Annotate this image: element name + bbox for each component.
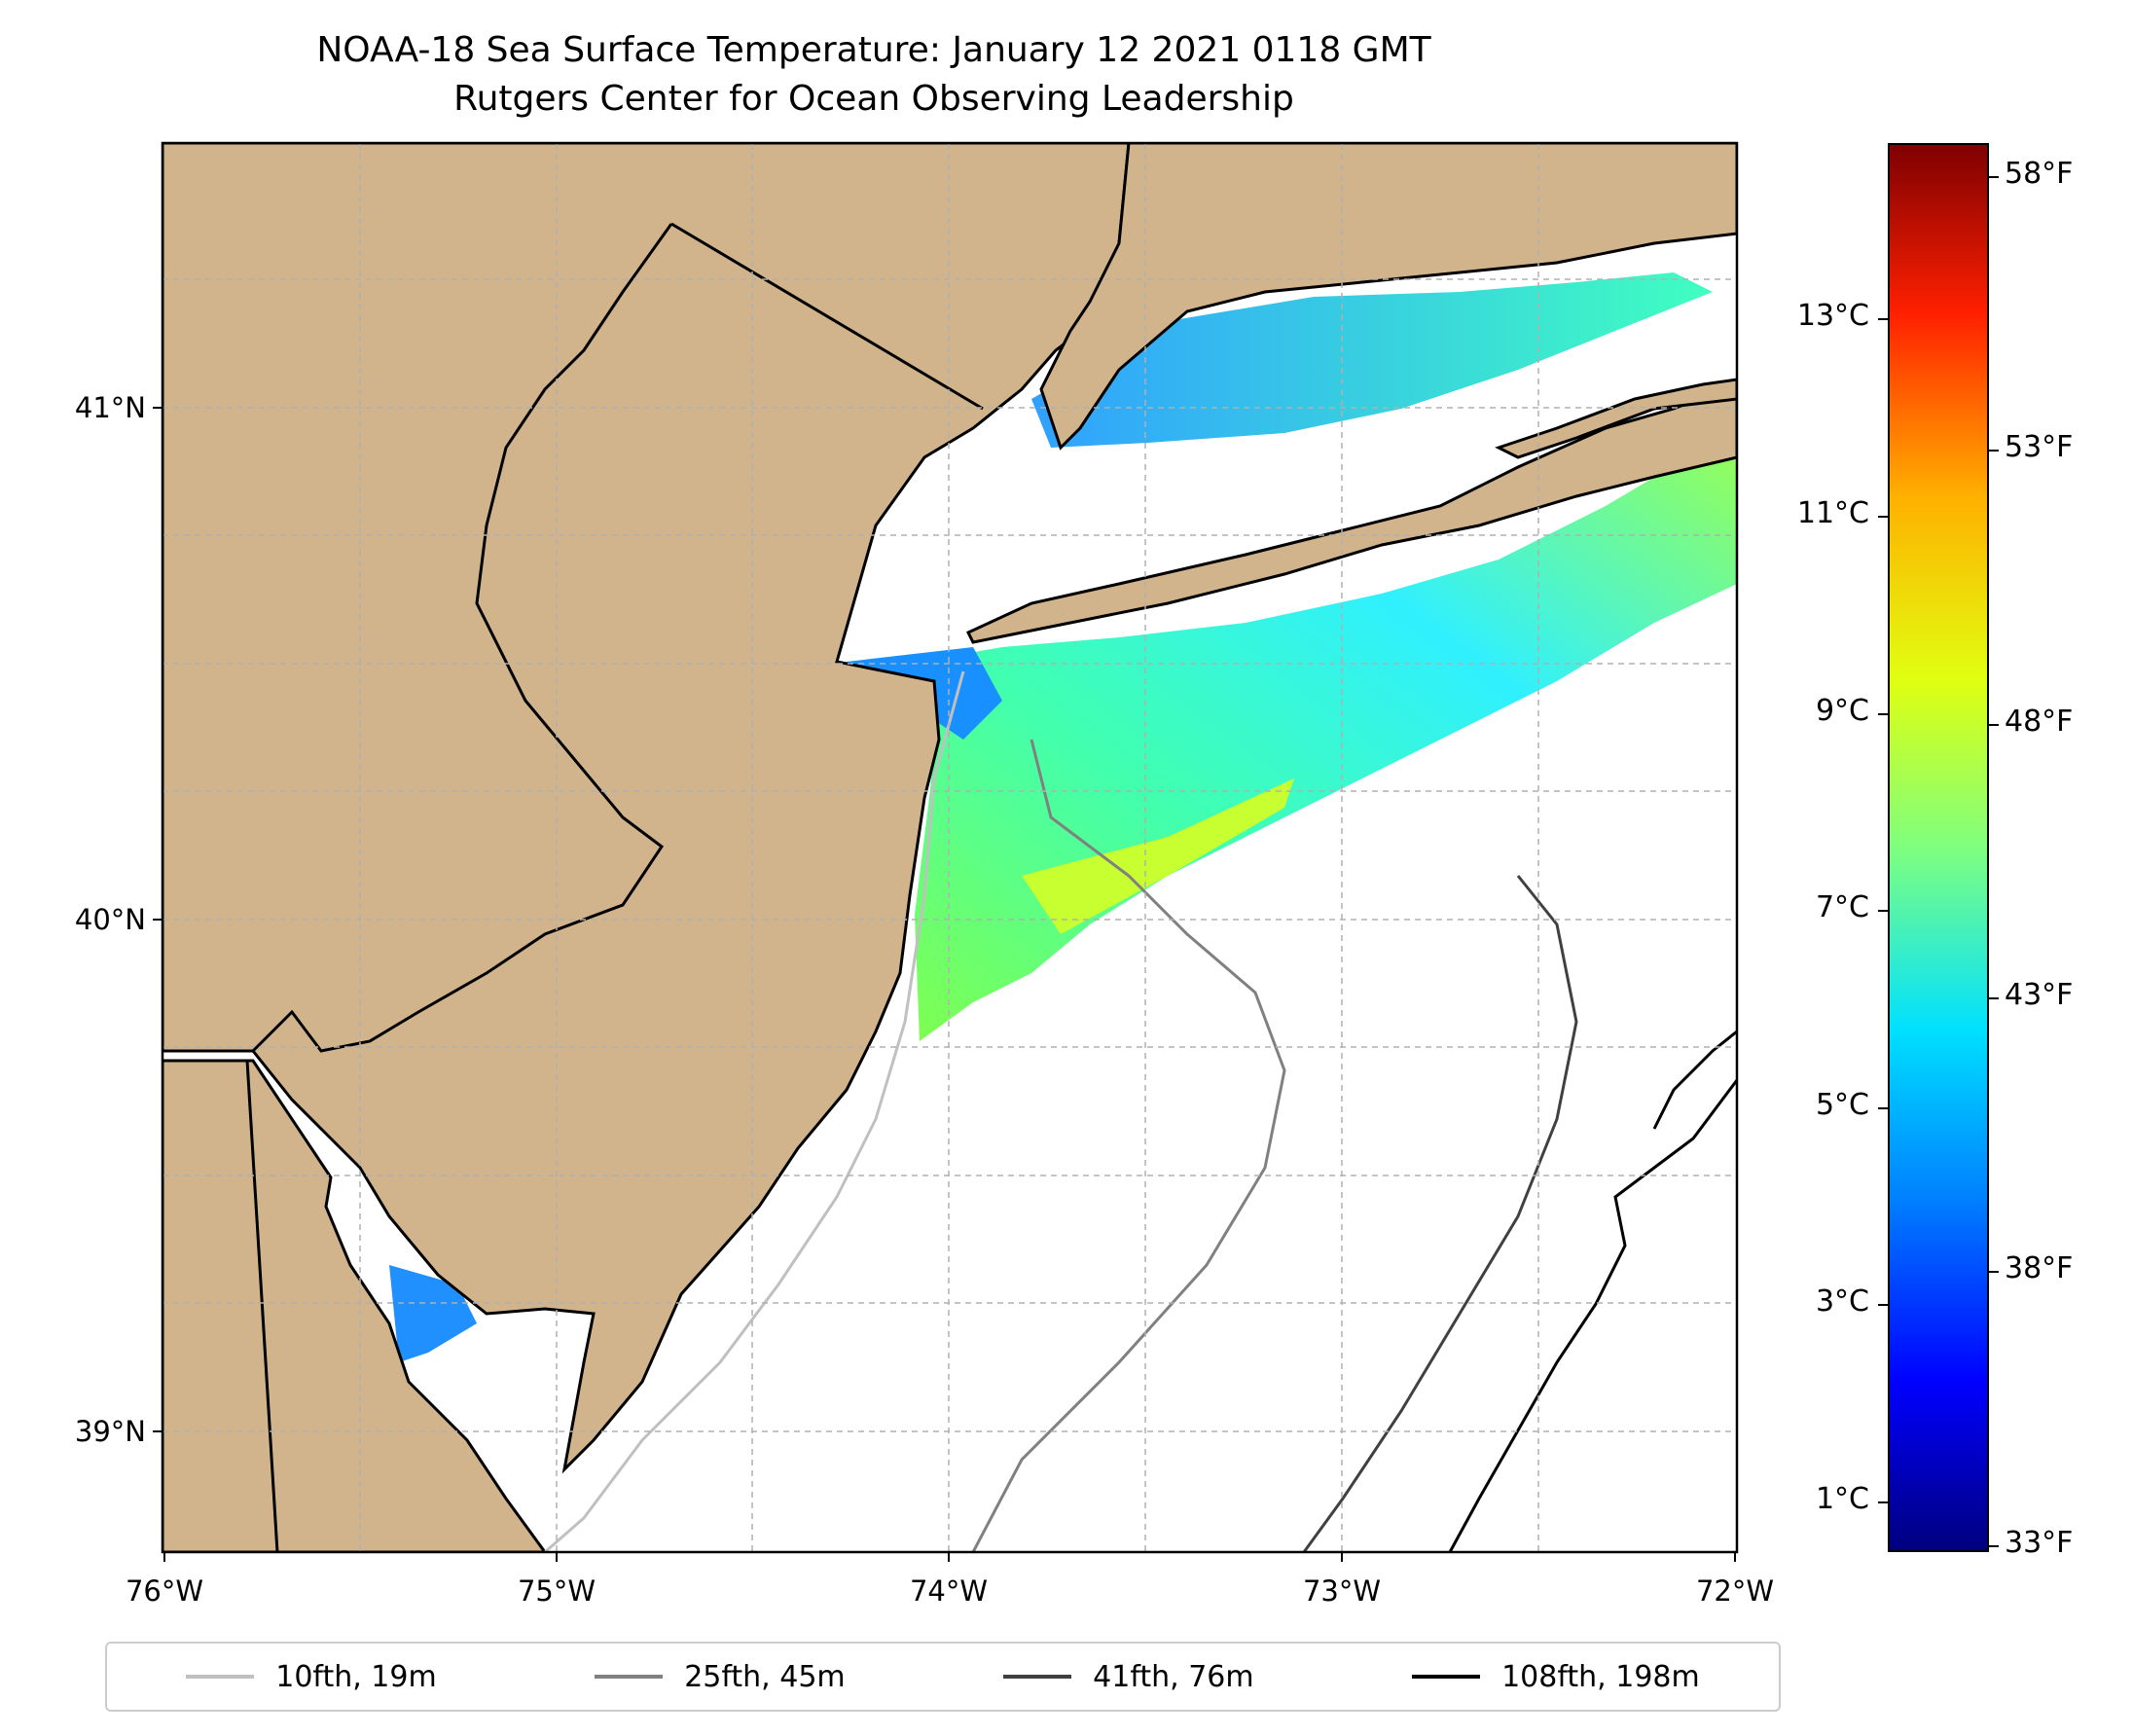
- land-delmarva: [163, 1059, 547, 1552]
- land-long-island: [965, 382, 1737, 644]
- state-border-ny-nj: [670, 222, 984, 411]
- celsius-tick-label: 11°C: [1796, 496, 1869, 530]
- y-tick-label: 40°N: [75, 903, 146, 936]
- land-north-fork: [1495, 378, 1737, 459]
- state-border-pa-nj: [251, 223, 673, 1053]
- sst-south-yellow: [1022, 778, 1294, 934]
- celsius-tick-label: 13°C: [1796, 299, 1869, 333]
- legend-item: 10fth, 19m: [186, 1659, 437, 1694]
- colorbar: [1888, 143, 1989, 1552]
- land-new-jersey: [163, 143, 1140, 1474]
- legend-line-swatch: [186, 1675, 255, 1679]
- legend-label: 108fth, 198m: [1501, 1659, 1700, 1694]
- legend-line-swatch: [1412, 1675, 1481, 1679]
- isobath-108fth-upper: [1652, 1030, 1737, 1130]
- y-tick-label: 39°N: [75, 1415, 146, 1448]
- isobath-legend: 10fth, 19m 25fth, 45m 41fth, 76m 108fth,…: [105, 1642, 1781, 1712]
- fahrenheit-tick-label: 33°F: [2005, 1526, 2074, 1560]
- graticule: [163, 143, 1737, 1552]
- map-title: NOAA-18 Sea Surface Temperature: January…: [316, 30, 1431, 70]
- celsius-tick-label: 1°C: [1815, 1482, 1869, 1516]
- x-tick-label: 73°W: [1303, 1574, 1381, 1608]
- legend-item: 41fth, 76m: [1003, 1659, 1254, 1694]
- celsius-tick-label: 7°C: [1815, 890, 1869, 924]
- x-tick-label: 74°W: [910, 1574, 988, 1608]
- celsius-tick-label: 3°C: [1815, 1284, 1869, 1319]
- isobath-108fth: [1448, 1079, 1737, 1552]
- legend-label: 25fth, 45m: [684, 1659, 846, 1694]
- sst-long-island-sound: [1031, 272, 1713, 448]
- isobath-10fth: [544, 670, 965, 1552]
- legend-item: 25fth, 45m: [595, 1659, 846, 1694]
- fahrenheit-tick-label: 58°F: [2005, 157, 2074, 191]
- legend-line-swatch: [1003, 1675, 1072, 1679]
- state-border-de-md: [245, 1060, 279, 1552]
- land-connecticut: [1039, 143, 1737, 451]
- fahrenheit-tick-label: 48°F: [2005, 705, 2074, 739]
- x-tick-label: 76°W: [126, 1574, 203, 1608]
- fahrenheit-tick-label: 43°F: [2005, 978, 2074, 1012]
- legend-label: 10fth, 19m: [275, 1659, 437, 1694]
- celsius-tick-label: 9°C: [1815, 694, 1869, 728]
- fahrenheit-tick-label: 53°F: [2005, 430, 2074, 464]
- map-subtitle: Rutgers Center for Ocean Observing Leade…: [453, 79, 1294, 119]
- legend-item: 108fth, 198m: [1412, 1660, 1700, 1694]
- celsius-tick-label: 5°C: [1815, 1088, 1869, 1122]
- x-tick-label: 75°W: [518, 1574, 596, 1608]
- x-tick-label: 72°W: [1696, 1574, 1774, 1608]
- fahrenheit-tick-label: 38°F: [2005, 1251, 2074, 1285]
- isobath-25fth: [971, 739, 1286, 1552]
- isobath-41fth: [1302, 875, 1578, 1552]
- legend-line-swatch: [595, 1675, 664, 1679]
- y-tick-label: 41°N: [75, 391, 146, 424]
- legend-label: 41fth, 76m: [1093, 1659, 1254, 1694]
